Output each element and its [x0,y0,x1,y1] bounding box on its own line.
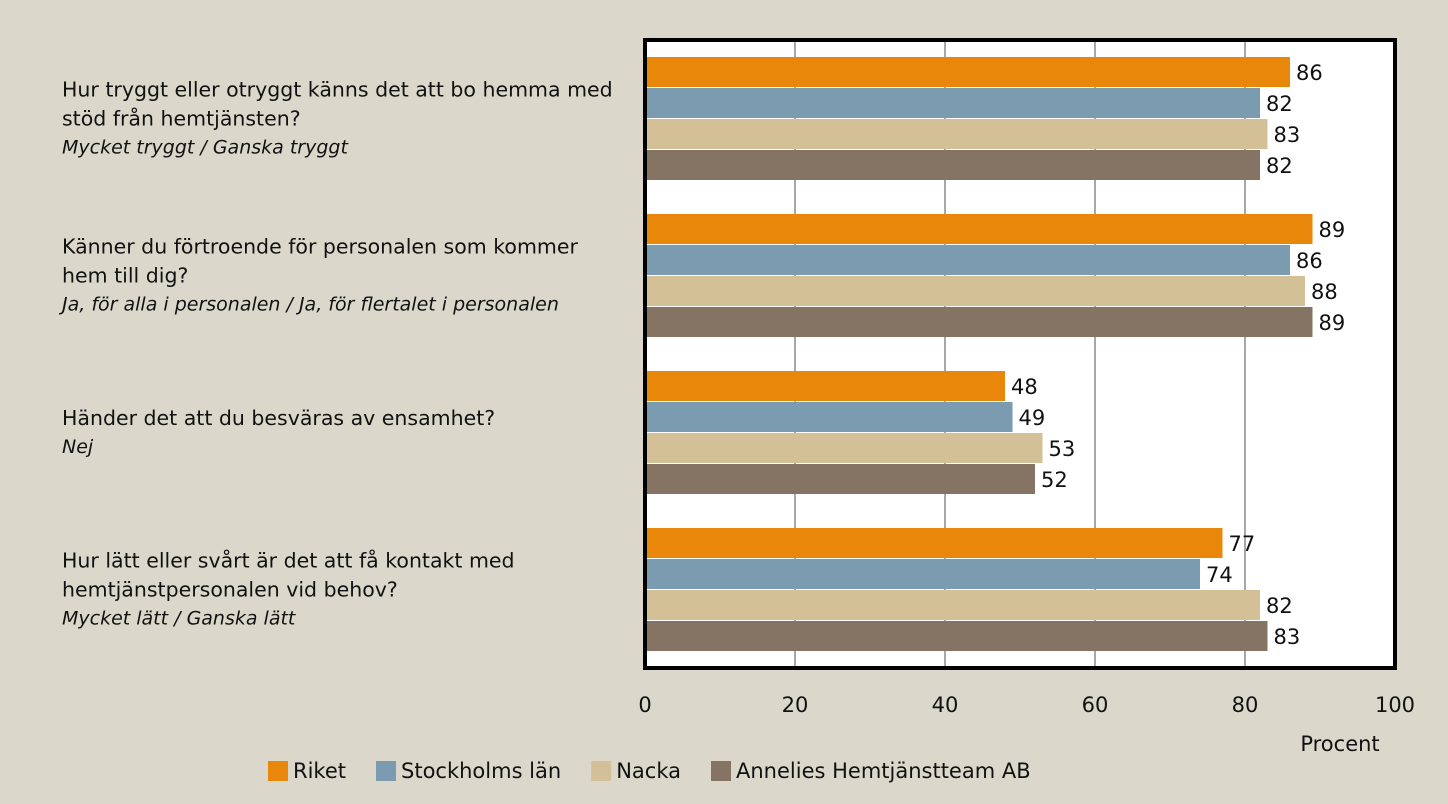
bar [645,276,1305,306]
legend-swatch [591,761,612,781]
value-label: 89 [1319,311,1346,335]
value-label: 52 [1041,468,1068,492]
value-label: 88 [1311,280,1338,304]
category-note: Nej [62,435,94,458]
value-label: 82 [1266,92,1293,116]
x-axis-label: Procent [1300,732,1379,756]
value-label: 83 [1274,625,1301,649]
value-label: 77 [1229,532,1256,556]
bar [645,150,1260,180]
bar [645,245,1290,275]
category-note: Mycket lätt / Ganska lätt [62,607,296,629]
category-label: Händer det att du besväras av ensamhet? N… [62,404,617,462]
category-note: Ja, för alla i personalen / Ja, för fler… [62,293,559,315]
value-label: 82 [1266,154,1293,178]
legend-label: Annelies Hemtjänstteam AB [736,759,1031,783]
bar [645,433,1043,463]
value-label: 83 [1274,123,1301,147]
x-tick-label: 100 [1375,693,1415,717]
value-label: 86 [1296,249,1323,273]
x-tick-label: 0 [638,693,651,717]
legend-label: Nacka [616,759,681,783]
category-label: Hur lätt eller svårt är det att få konta… [62,546,617,633]
bar [645,590,1260,620]
x-tick-label: 80 [1232,693,1259,717]
bar [645,214,1313,244]
x-tick-label: 40 [932,693,959,717]
bar [645,371,1005,401]
category-note: Mycket tryggt / Ganska tryggt [62,136,348,158]
category-text: Hur tryggt eller otryggt känns det att b… [62,77,613,130]
bar [645,402,1013,432]
legend-label: Riket [293,759,346,783]
bar [645,307,1313,337]
category-text: Känner du förtroende för personalen som … [62,234,578,287]
bar [645,119,1268,149]
bar [645,57,1290,87]
x-tick-label: 20 [782,693,809,717]
value-label: 89 [1319,218,1346,242]
value-label: 86 [1296,61,1323,85]
category-text: Händer det att du besväras av ensamhet? [62,405,496,430]
x-tick-label: 60 [1082,693,1109,717]
bar [645,88,1260,118]
legend-label: Stockholms län [401,759,561,783]
value-label: 53 [1049,437,1076,461]
value-label: 49 [1019,406,1046,430]
bar [645,559,1200,589]
category-label: Känner du förtroende för personalen som … [62,232,617,319]
bar [645,464,1035,494]
legend-swatch [376,761,396,781]
category-text: Hur lätt eller svårt är det att få konta… [62,548,515,601]
value-label: 74 [1206,563,1233,587]
plot-border [643,38,1397,670]
bar [645,621,1268,651]
value-label: 48 [1011,375,1038,399]
value-label: 82 [1266,594,1293,618]
legend-swatch [268,761,288,781]
legend-swatch [711,761,731,781]
category-label: Hur tryggt eller otryggt känns det att b… [62,75,617,162]
bar [645,528,1223,558]
